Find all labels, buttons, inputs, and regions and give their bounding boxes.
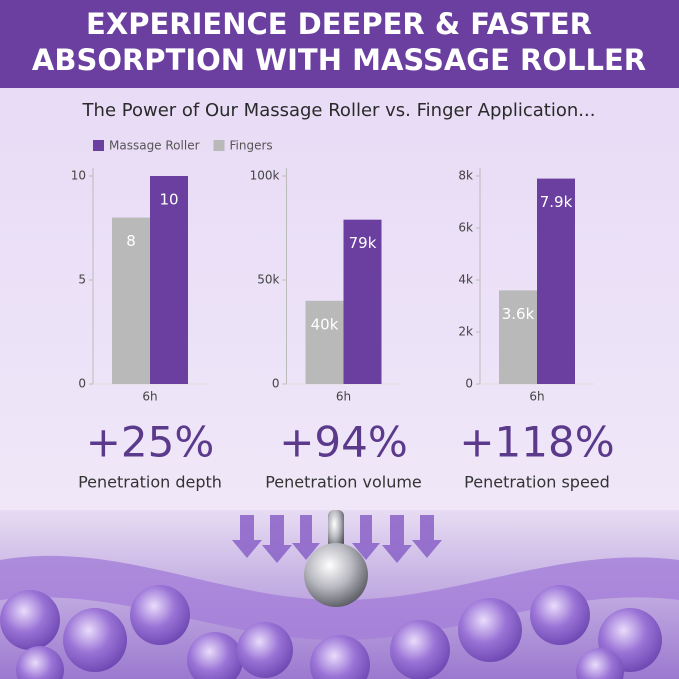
x-tick-label: 6h	[336, 390, 351, 404]
stat-value: +94%	[279, 418, 408, 467]
y-tick-label: 100k	[250, 169, 280, 183]
stat-label: Penetration volume	[265, 473, 422, 492]
value-label: 10	[159, 191, 178, 209]
y-tick-label: 10	[71, 169, 86, 183]
x-tick-label: 6h	[142, 390, 157, 404]
title-line: ABSORPTION WITH MASSAGE ROLLER	[32, 43, 646, 77]
decoration	[0, 510, 679, 679]
y-tick-label: 0	[272, 377, 280, 391]
y-tick-label: 50k	[257, 273, 279, 287]
title-line: EXPERIENCE DEEPER & FASTER	[86, 7, 592, 41]
legend-label: Massage Roller	[109, 139, 200, 153]
value-label: 79k	[349, 234, 377, 252]
value-label: 8	[126, 232, 136, 250]
value-label: 3.6k	[502, 305, 535, 323]
value-label: 40k	[311, 315, 339, 333]
y-tick-label: 2k	[458, 325, 473, 339]
legend-swatch	[213, 140, 225, 151]
bar	[343, 219, 382, 384]
stat-label: Penetration speed	[464, 473, 610, 492]
subtitle: The Power of Our Massage Roller vs. Fing…	[82, 100, 596, 121]
y-tick-label: 4k	[458, 273, 473, 287]
value-label: 7.9k	[540, 193, 573, 211]
bar	[112, 217, 150, 384]
bar	[499, 290, 537, 384]
legend-swatch	[93, 140, 104, 151]
y-tick-label: 8k	[458, 169, 473, 183]
stat-value: +25%	[86, 418, 215, 467]
y-tick-label: 0	[465, 377, 473, 391]
x-tick-label: 6h	[529, 390, 544, 404]
stat-label: Penetration depth	[78, 473, 222, 492]
bar	[305, 300, 344, 384]
bar	[537, 178, 575, 384]
stat-value: +118%	[459, 418, 614, 467]
y-tick-label: 0	[78, 377, 86, 391]
header-band	[0, 0, 679, 88]
y-tick-label: 5	[78, 273, 86, 287]
y-tick-label: 6k	[458, 221, 473, 235]
bar	[150, 176, 188, 384]
legend-label: Fingers	[230, 139, 273, 153]
